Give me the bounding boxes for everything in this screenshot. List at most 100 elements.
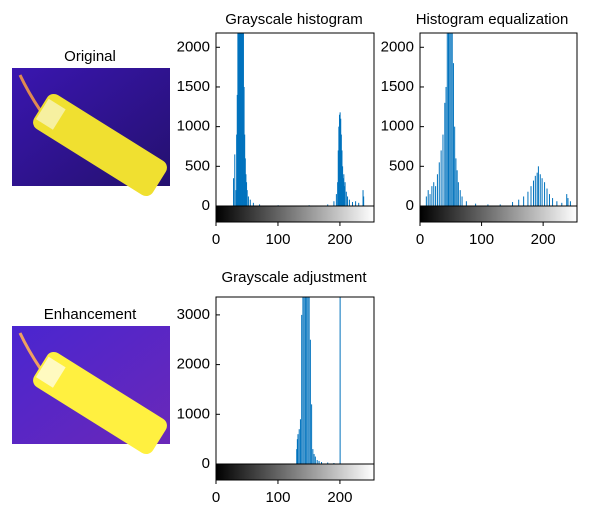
bar: [561, 202, 563, 206]
bar: [546, 188, 548, 206]
bar: [518, 199, 520, 206]
bar: [512, 202, 514, 206]
bar: [236, 134, 238, 206]
bar: [438, 162, 440, 206]
bar: [444, 102, 446, 206]
bar: [344, 182, 346, 206]
bar: [247, 196, 249, 206]
bar: [301, 314, 303, 464]
x-tick-label: 0: [416, 231, 424, 248]
bar: [337, 182, 339, 206]
chart-title: Histogram equalization: [416, 11, 569, 28]
bar: [342, 178, 344, 206]
bar: [566, 194, 568, 206]
bar: [465, 201, 467, 206]
bar: [296, 449, 298, 464]
y-tick-label: 3000: [177, 306, 210, 323]
y-tick-label: 0: [406, 197, 414, 214]
y-tick-label: 1500: [381, 78, 414, 95]
y-tick-label: 2000: [177, 38, 210, 55]
bar: [427, 190, 429, 206]
chart-title: Grayscale histogram: [225, 11, 363, 28]
bar: [337, 150, 339, 206]
bar: [534, 175, 536, 206]
bar: [362, 190, 364, 206]
bar: [303, 297, 305, 464]
bar: [339, 297, 341, 464]
bar: [313, 454, 315, 464]
bar: [475, 203, 477, 206]
y-tick-label: 1000: [381, 118, 414, 135]
bar: [242, 33, 244, 206]
bar: [537, 166, 539, 206]
bar: [259, 204, 261, 206]
bar: [297, 434, 299, 464]
bar: [446, 33, 448, 206]
bar: [456, 170, 458, 206]
bar: [431, 186, 433, 206]
bar: [544, 182, 546, 206]
bar: [341, 150, 343, 206]
bar: [239, 33, 241, 206]
bar: [433, 182, 435, 206]
bar: [246, 182, 248, 206]
bar: [442, 134, 444, 206]
bar: [454, 126, 456, 206]
gray-bar: [215, 463, 375, 481]
bar: [452, 63, 454, 206]
bar: [306, 297, 308, 464]
bar: [244, 158, 246, 206]
bar: [548, 194, 550, 206]
bar: [321, 462, 323, 464]
y-tick-label: 1000: [177, 118, 210, 135]
bar: [450, 33, 452, 206]
x-tick-label: 100: [265, 489, 290, 506]
axes-box: [215, 296, 375, 465]
bar: [311, 404, 313, 464]
bar: [461, 196, 463, 206]
bar: [252, 202, 254, 206]
bar: [304, 297, 306, 464]
bar: [242, 33, 244, 206]
bar: [333, 201, 335, 206]
bar: [451, 33, 453, 206]
bar: [299, 419, 301, 464]
x-tick-label: 100: [469, 231, 494, 248]
y-tick-label: 0: [202, 197, 210, 214]
bar: [523, 196, 525, 206]
image-title: Original: [64, 48, 116, 65]
bar: [448, 33, 450, 206]
bar: [355, 201, 357, 206]
y-tick-label: 500: [389, 157, 414, 174]
bar: [556, 201, 558, 206]
image: [12, 68, 170, 197]
bar: [327, 204, 329, 206]
bar: [459, 190, 461, 206]
x-tick-label: 100: [265, 231, 290, 248]
x-tick-label: 200: [531, 231, 556, 248]
bar: [298, 429, 300, 464]
bars: [296, 297, 341, 464]
bar: [345, 191, 347, 206]
bar: [238, 33, 240, 206]
bar: [340, 118, 342, 206]
bar: [536, 172, 538, 206]
bar: [233, 178, 235, 206]
x-tick-label: 200: [327, 489, 352, 506]
y-tick-label: 2000: [381, 38, 414, 55]
bar: [348, 199, 350, 206]
bar: [312, 449, 314, 464]
bar: [240, 33, 242, 206]
bar: [307, 297, 309, 464]
bar: [541, 178, 543, 206]
bars: [425, 33, 571, 206]
y-tick-label: 0: [202, 455, 210, 472]
bar: [429, 194, 431, 206]
axes-box: [419, 32, 578, 207]
bar: [239, 33, 241, 206]
bar: [244, 134, 246, 206]
x-tick-label: 0: [212, 489, 220, 506]
bar: [296, 439, 298, 464]
image-title: Enhancement: [44, 306, 137, 323]
